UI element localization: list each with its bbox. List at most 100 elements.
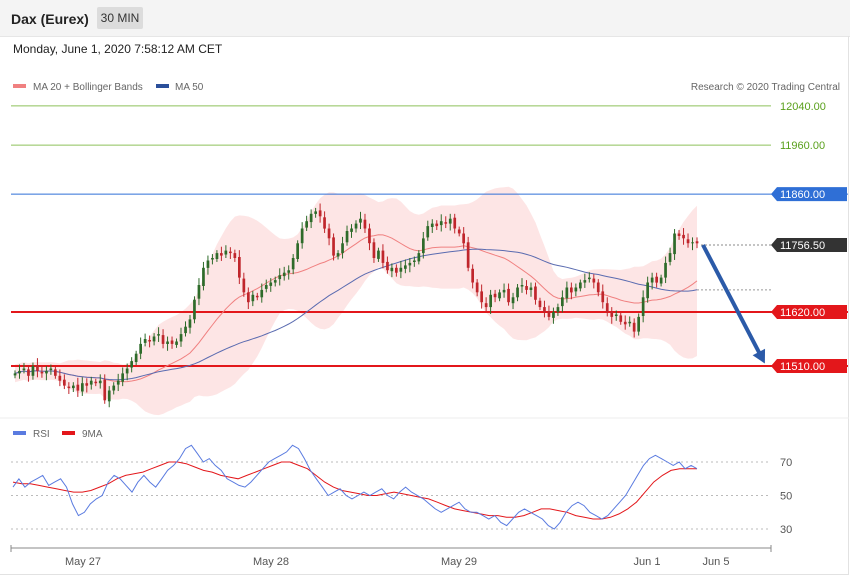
candle-body xyxy=(363,219,367,229)
chart-header-bar: Dax (Eurex) 30 MIN xyxy=(0,0,850,37)
candle-body xyxy=(13,373,17,376)
candle-body xyxy=(610,312,614,317)
candle-body xyxy=(588,277,591,280)
candle-body xyxy=(354,223,358,229)
candle-body xyxy=(188,319,192,328)
candle-body xyxy=(116,380,120,385)
candle-body xyxy=(552,312,555,318)
candle-body xyxy=(107,390,111,402)
candle-body xyxy=(570,287,573,293)
candle-body xyxy=(543,307,546,312)
candle-body xyxy=(453,217,457,229)
candle-body xyxy=(659,277,663,284)
candle-body xyxy=(583,280,587,283)
candle-body xyxy=(601,291,605,303)
candle-body xyxy=(381,250,385,263)
candle-body xyxy=(471,268,474,283)
candle-body xyxy=(31,366,35,376)
candle-body xyxy=(673,233,676,255)
candle-body xyxy=(242,278,246,293)
candle-body xyxy=(238,257,241,278)
candle-body xyxy=(54,369,57,376)
candle-body xyxy=(457,229,461,234)
candle-body xyxy=(444,222,448,224)
rsi-ma-legend-swatch xyxy=(62,431,75,435)
candle-body xyxy=(229,251,232,254)
candle-body xyxy=(278,275,282,280)
candle-body xyxy=(170,340,174,344)
candle-body xyxy=(143,339,147,343)
candle-body xyxy=(516,287,519,298)
candle-body xyxy=(561,297,564,307)
candle-body xyxy=(45,370,48,374)
candle-body xyxy=(220,253,223,256)
chart-datetime: Monday, June 1, 2020 7:58:12 AM CET xyxy=(13,42,223,56)
credit-text: Research © 2020 Trading Central xyxy=(691,82,840,93)
candle-body xyxy=(390,267,394,272)
candle-body xyxy=(462,233,465,244)
candle-body xyxy=(40,371,44,374)
candle-body xyxy=(215,253,219,259)
candle-body xyxy=(18,370,21,374)
ma20-legend-label: MA 20 + Bollinger Bands xyxy=(33,82,143,93)
rsi-legend-swatch xyxy=(13,431,26,435)
candle-body xyxy=(525,286,528,290)
candle-body xyxy=(565,287,569,299)
candle-body xyxy=(538,300,542,308)
candle-body xyxy=(556,307,560,312)
timeframe-button[interactable]: 30 MIN xyxy=(97,7,143,29)
candle-body xyxy=(282,272,286,277)
candle-body xyxy=(408,262,412,266)
candle-body xyxy=(202,267,205,286)
rsi-ma-line xyxy=(12,461,697,520)
forecast-arrow-shaft xyxy=(701,244,765,361)
candle-body xyxy=(63,379,66,386)
candle-body xyxy=(305,221,308,228)
candle-body xyxy=(206,260,210,268)
rsi-legend-label: RSI xyxy=(33,429,50,440)
candle-body xyxy=(27,369,30,376)
candle-body xyxy=(484,303,488,308)
candle-body xyxy=(318,210,322,217)
candle-body xyxy=(179,334,183,342)
candle-body xyxy=(148,340,151,342)
chart-frame xyxy=(0,36,849,575)
candle-body xyxy=(691,242,694,244)
candle-body xyxy=(466,242,470,268)
candle-body xyxy=(296,243,299,259)
resistance-1-label: 11960.00 xyxy=(780,140,825,152)
candle-body xyxy=(36,365,39,371)
candle-body xyxy=(547,311,551,317)
candle-body xyxy=(646,282,649,299)
candle-body xyxy=(125,368,129,374)
candle-body xyxy=(89,380,93,385)
candle-body xyxy=(58,375,62,381)
candle-body xyxy=(498,292,501,299)
candle-body xyxy=(677,233,681,236)
candle-body xyxy=(323,217,326,229)
candle-body xyxy=(175,341,178,345)
forecast-arrow-head xyxy=(752,348,766,364)
candle-body xyxy=(134,353,138,362)
candle-body xyxy=(605,303,609,312)
candle-body xyxy=(372,242,376,258)
support-2-label-bg xyxy=(771,359,847,373)
candle-body xyxy=(592,278,596,283)
candle-body xyxy=(377,250,380,259)
candle-body xyxy=(76,384,80,391)
price-pane: 12040.00 11960.00 11860.00 11756.50 11620.00… xyxy=(11,101,848,416)
candle-body xyxy=(637,316,640,332)
x-axis-label-jun-1: Jun 1 xyxy=(634,556,661,568)
candle-body xyxy=(49,368,53,370)
candle-body xyxy=(98,380,102,384)
ma50-legend-swatch xyxy=(156,84,169,88)
candle-body xyxy=(430,223,434,227)
candle-body xyxy=(399,267,403,272)
candle-body xyxy=(655,276,658,283)
candle-body xyxy=(161,335,165,344)
x-axis-label-may-28: May 28 xyxy=(253,556,289,568)
candle-body xyxy=(520,285,524,287)
resistance-2-label: 12040.00 xyxy=(780,101,826,113)
candle-body xyxy=(103,379,107,401)
